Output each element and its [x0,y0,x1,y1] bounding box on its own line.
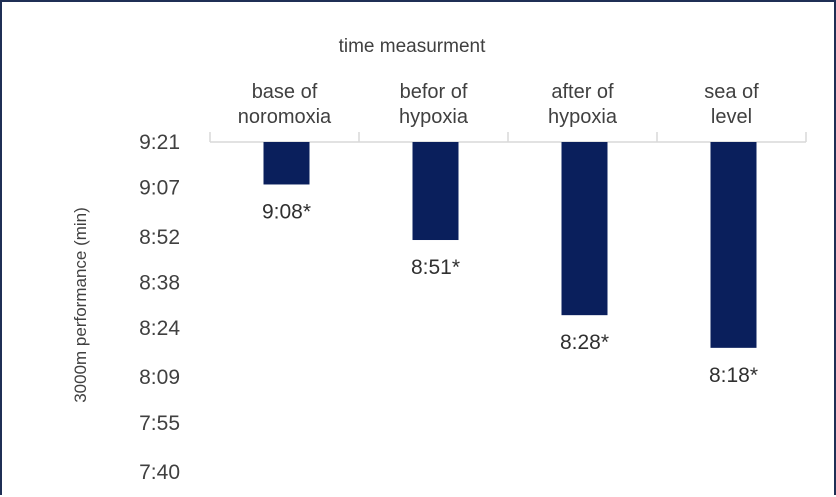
y-tick-label: 8:24 [139,317,180,340]
x-axis-title: time measurment [339,36,486,57]
y-tick-label: 9:21 [139,131,180,154]
bar [412,142,459,241]
bar-data-label: 8:28* [560,331,609,354]
bar [561,142,608,316]
y-axis-title: 3000m performance (min) [71,207,90,403]
bar [263,142,310,185]
category-label: base of [252,81,318,103]
y-tick-label: 8:52 [139,226,180,249]
y-tick-label: 7:40 [139,461,180,484]
category-label: noromoxia [238,106,332,128]
category-label: hypoxia [399,106,469,128]
category-label: hypoxia [548,106,618,128]
y-tick-label: 9:07 [139,177,180,200]
bar-data-label: 8:18* [709,364,758,387]
bar [710,142,757,348]
category-label: after of [551,81,614,103]
y-tick-label: 8:09 [139,366,180,389]
category-label: befor of [400,81,468,103]
y-tick-label: 7:55 [139,412,180,435]
category-label: level [711,106,752,128]
bar-data-label: 8:51* [411,256,460,279]
y-tick-label: 8:38 [139,271,180,294]
category-label: sea of [704,81,759,103]
bar-data-label: 9:08* [262,200,311,223]
